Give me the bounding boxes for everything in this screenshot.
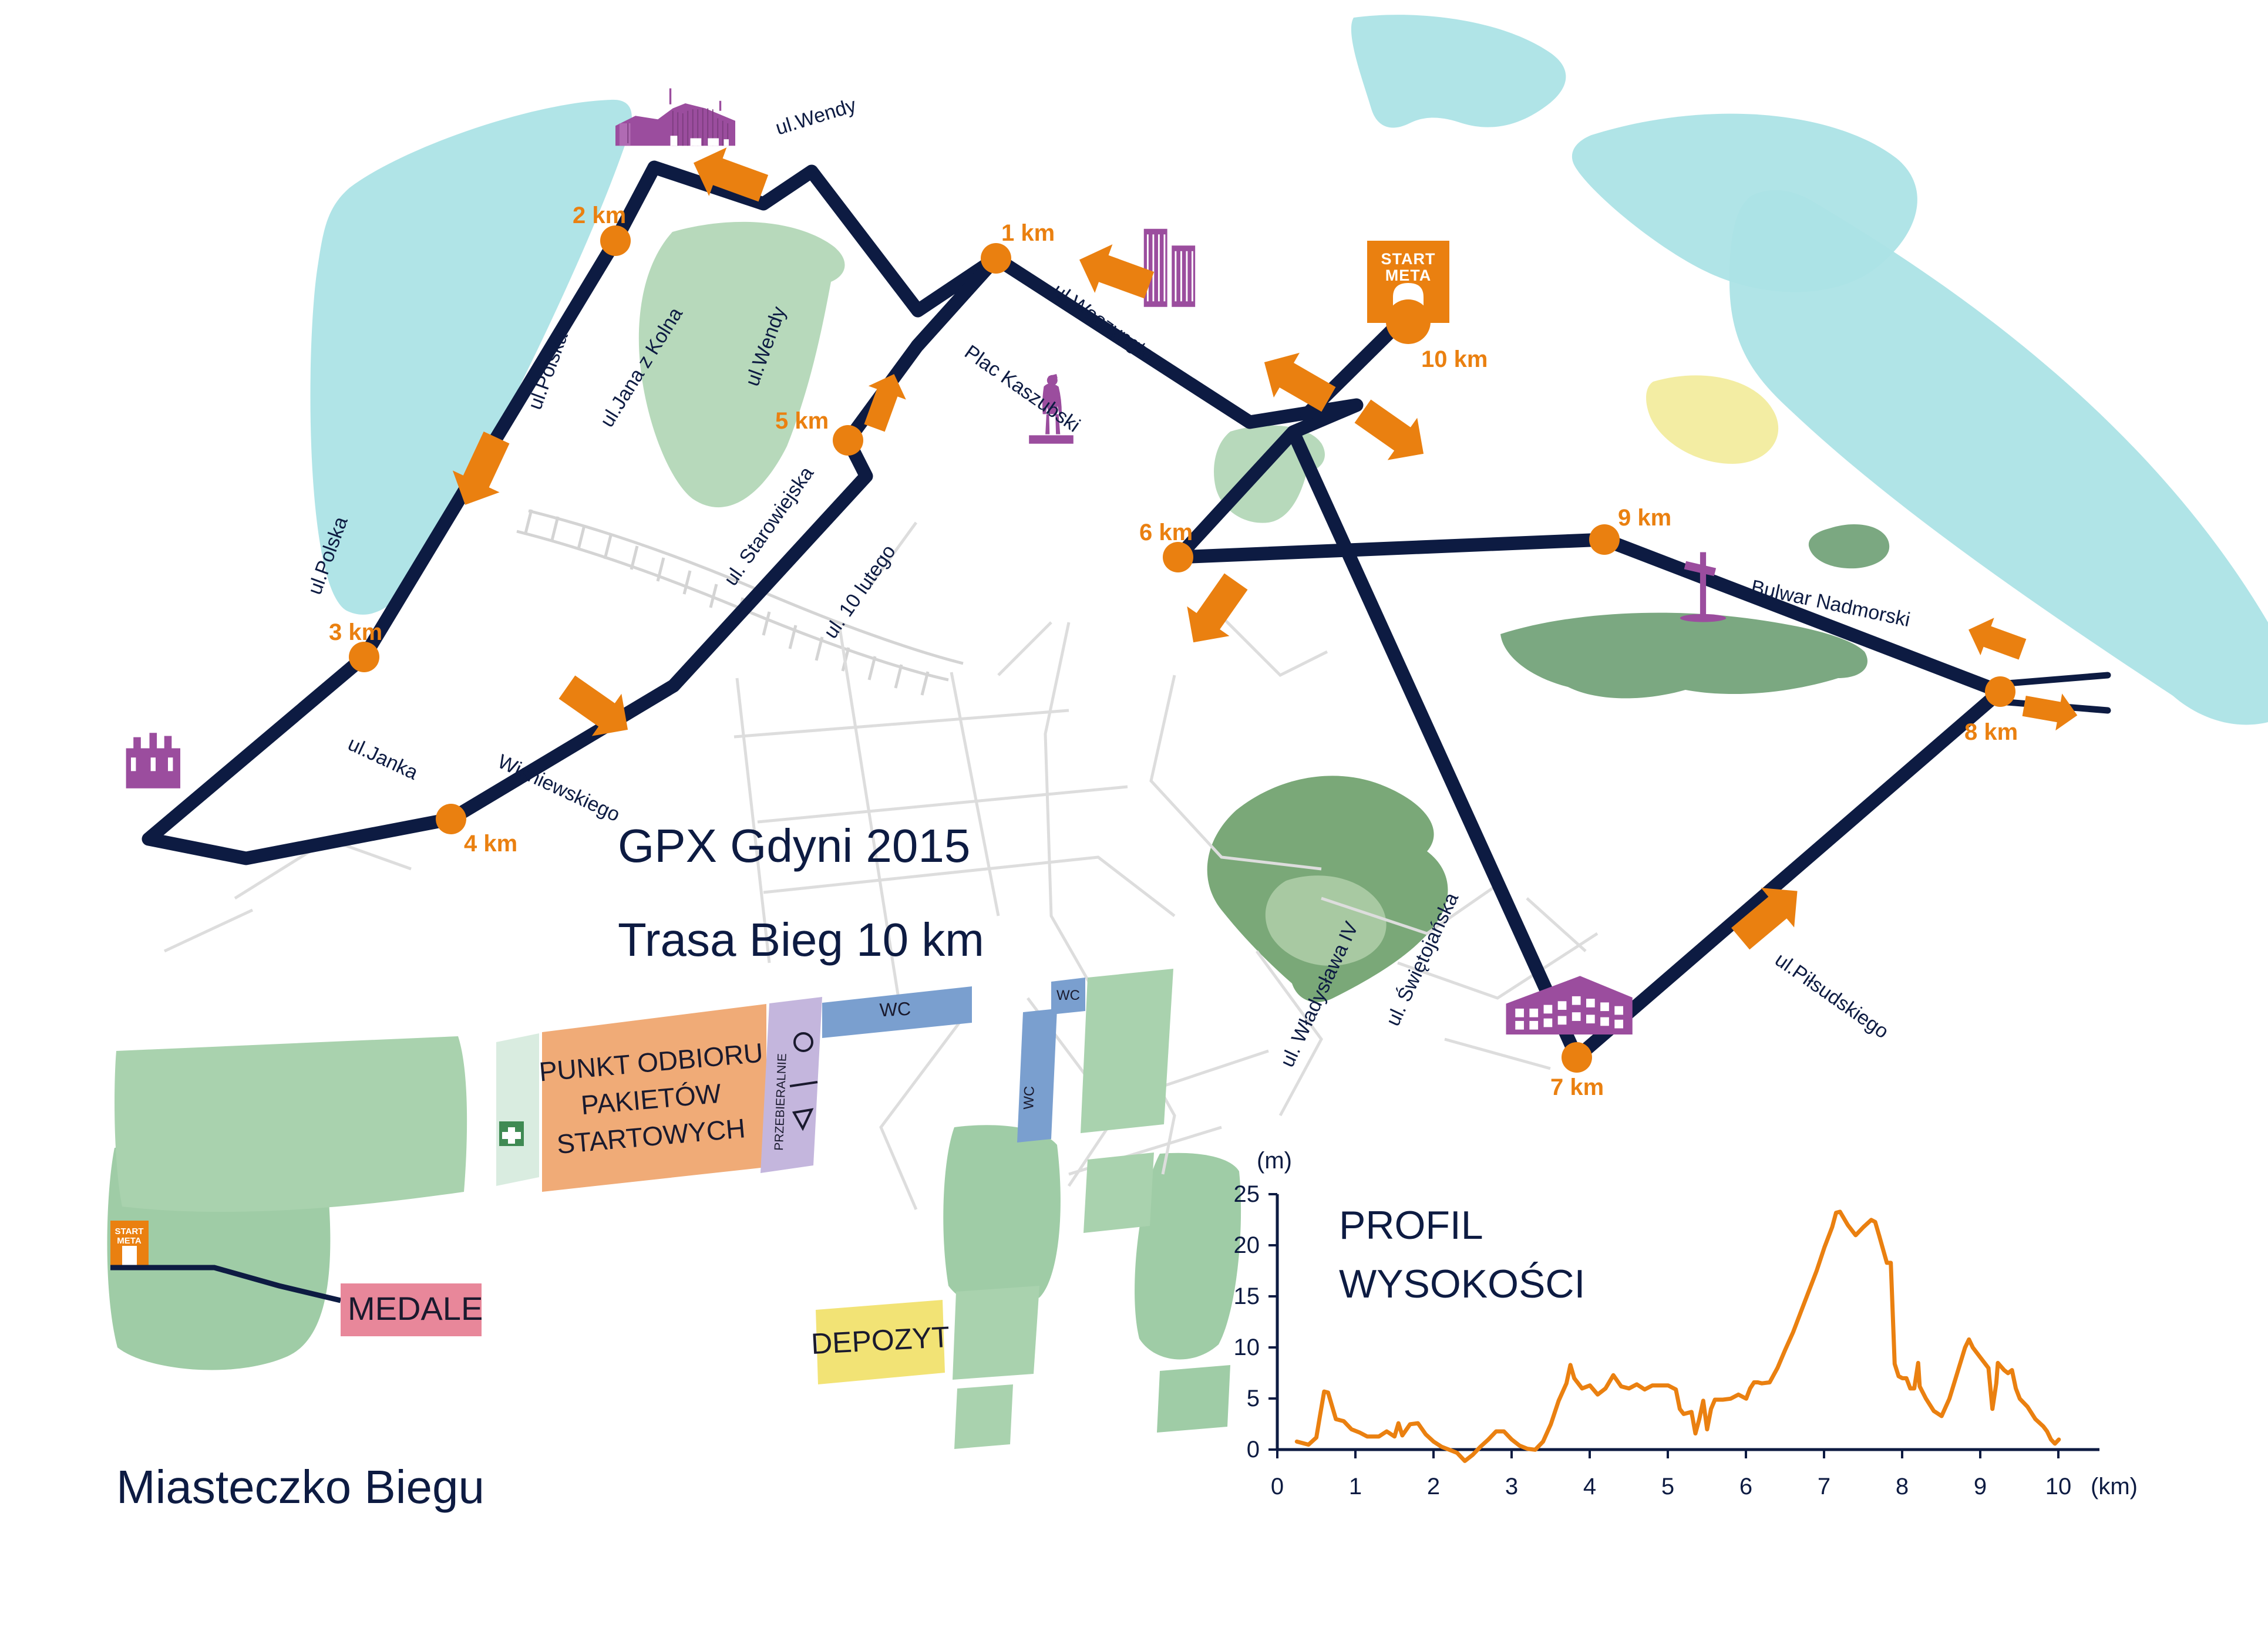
svg-text:Plac Kaszubski: Plac Kaszubski bbox=[960, 341, 1084, 436]
svg-text:6 km: 6 km bbox=[1139, 520, 1193, 545]
svg-text:2: 2 bbox=[1427, 1474, 1440, 1499]
svg-text:(km): (km) bbox=[2091, 1474, 2138, 1499]
svg-text:5: 5 bbox=[1661, 1474, 1674, 1499]
svg-text:WC: WC bbox=[1021, 1086, 1037, 1110]
svg-text:ul.Janka: ul.Janka bbox=[345, 733, 422, 784]
svg-text:META: META bbox=[117, 1236, 142, 1246]
svg-text:5: 5 bbox=[1247, 1386, 1260, 1411]
svg-text:0: 0 bbox=[1271, 1474, 1284, 1499]
svg-text:8 km: 8 km bbox=[1964, 719, 2018, 745]
svg-text:9 km: 9 km bbox=[1618, 505, 1671, 531]
svg-text:0: 0 bbox=[1247, 1437, 1260, 1462]
svg-text:WYSOKOŚCI: WYSOKOŚCI bbox=[1339, 1261, 1585, 1306]
svg-text:Miasteczko Biegu: Miasteczko Biegu bbox=[116, 1461, 484, 1513]
svg-text:1 km: 1 km bbox=[1001, 220, 1055, 246]
svg-text:6: 6 bbox=[1739, 1474, 1752, 1499]
svg-text:10: 10 bbox=[2045, 1474, 2072, 1499]
svg-text:8: 8 bbox=[1896, 1474, 1909, 1499]
svg-text:15: 15 bbox=[1234, 1283, 1260, 1309]
svg-text:Trasa Bieg 10 km: Trasa Bieg 10 km bbox=[618, 914, 984, 966]
svg-text:PROFIL: PROFIL bbox=[1339, 1203, 1483, 1248]
svg-text:7: 7 bbox=[1818, 1474, 1830, 1499]
svg-text:4: 4 bbox=[1583, 1474, 1596, 1499]
svg-text:ul. 10 lutego: ul. 10 lutego bbox=[819, 541, 900, 643]
svg-text:7 km: 7 km bbox=[1550, 1074, 1604, 1100]
svg-text:WC: WC bbox=[1056, 988, 1080, 1003]
svg-text:4 km: 4 km bbox=[464, 831, 517, 857]
svg-text:3: 3 bbox=[1505, 1474, 1518, 1499]
svg-text:ul.Wendy: ul.Wendy bbox=[773, 94, 859, 140]
svg-text:ul.Piłsudskiego: ul.Piłsudskiego bbox=[1771, 948, 1893, 1043]
svg-text:9: 9 bbox=[1974, 1474, 1987, 1499]
svg-text:MEDALE: MEDALE bbox=[348, 1290, 483, 1327]
svg-text:(m): (m) bbox=[1257, 1148, 1292, 1174]
svg-text:2 km: 2 km bbox=[573, 203, 626, 228]
svg-text:3 km: 3 km bbox=[329, 619, 382, 645]
svg-text:10: 10 bbox=[1234, 1335, 1260, 1360]
svg-text:10 km: 10 km bbox=[1421, 346, 1488, 372]
svg-text:5 km: 5 km bbox=[775, 408, 829, 434]
svg-text:WC: WC bbox=[879, 998, 911, 1021]
svg-text:GPX Gdyni 2015: GPX Gdyni 2015 bbox=[618, 820, 970, 872]
svg-text:START: START bbox=[115, 1226, 144, 1236]
svg-text:1: 1 bbox=[1349, 1474, 1362, 1499]
svg-text:20: 20 bbox=[1234, 1232, 1260, 1258]
svg-text:25: 25 bbox=[1234, 1181, 1260, 1207]
